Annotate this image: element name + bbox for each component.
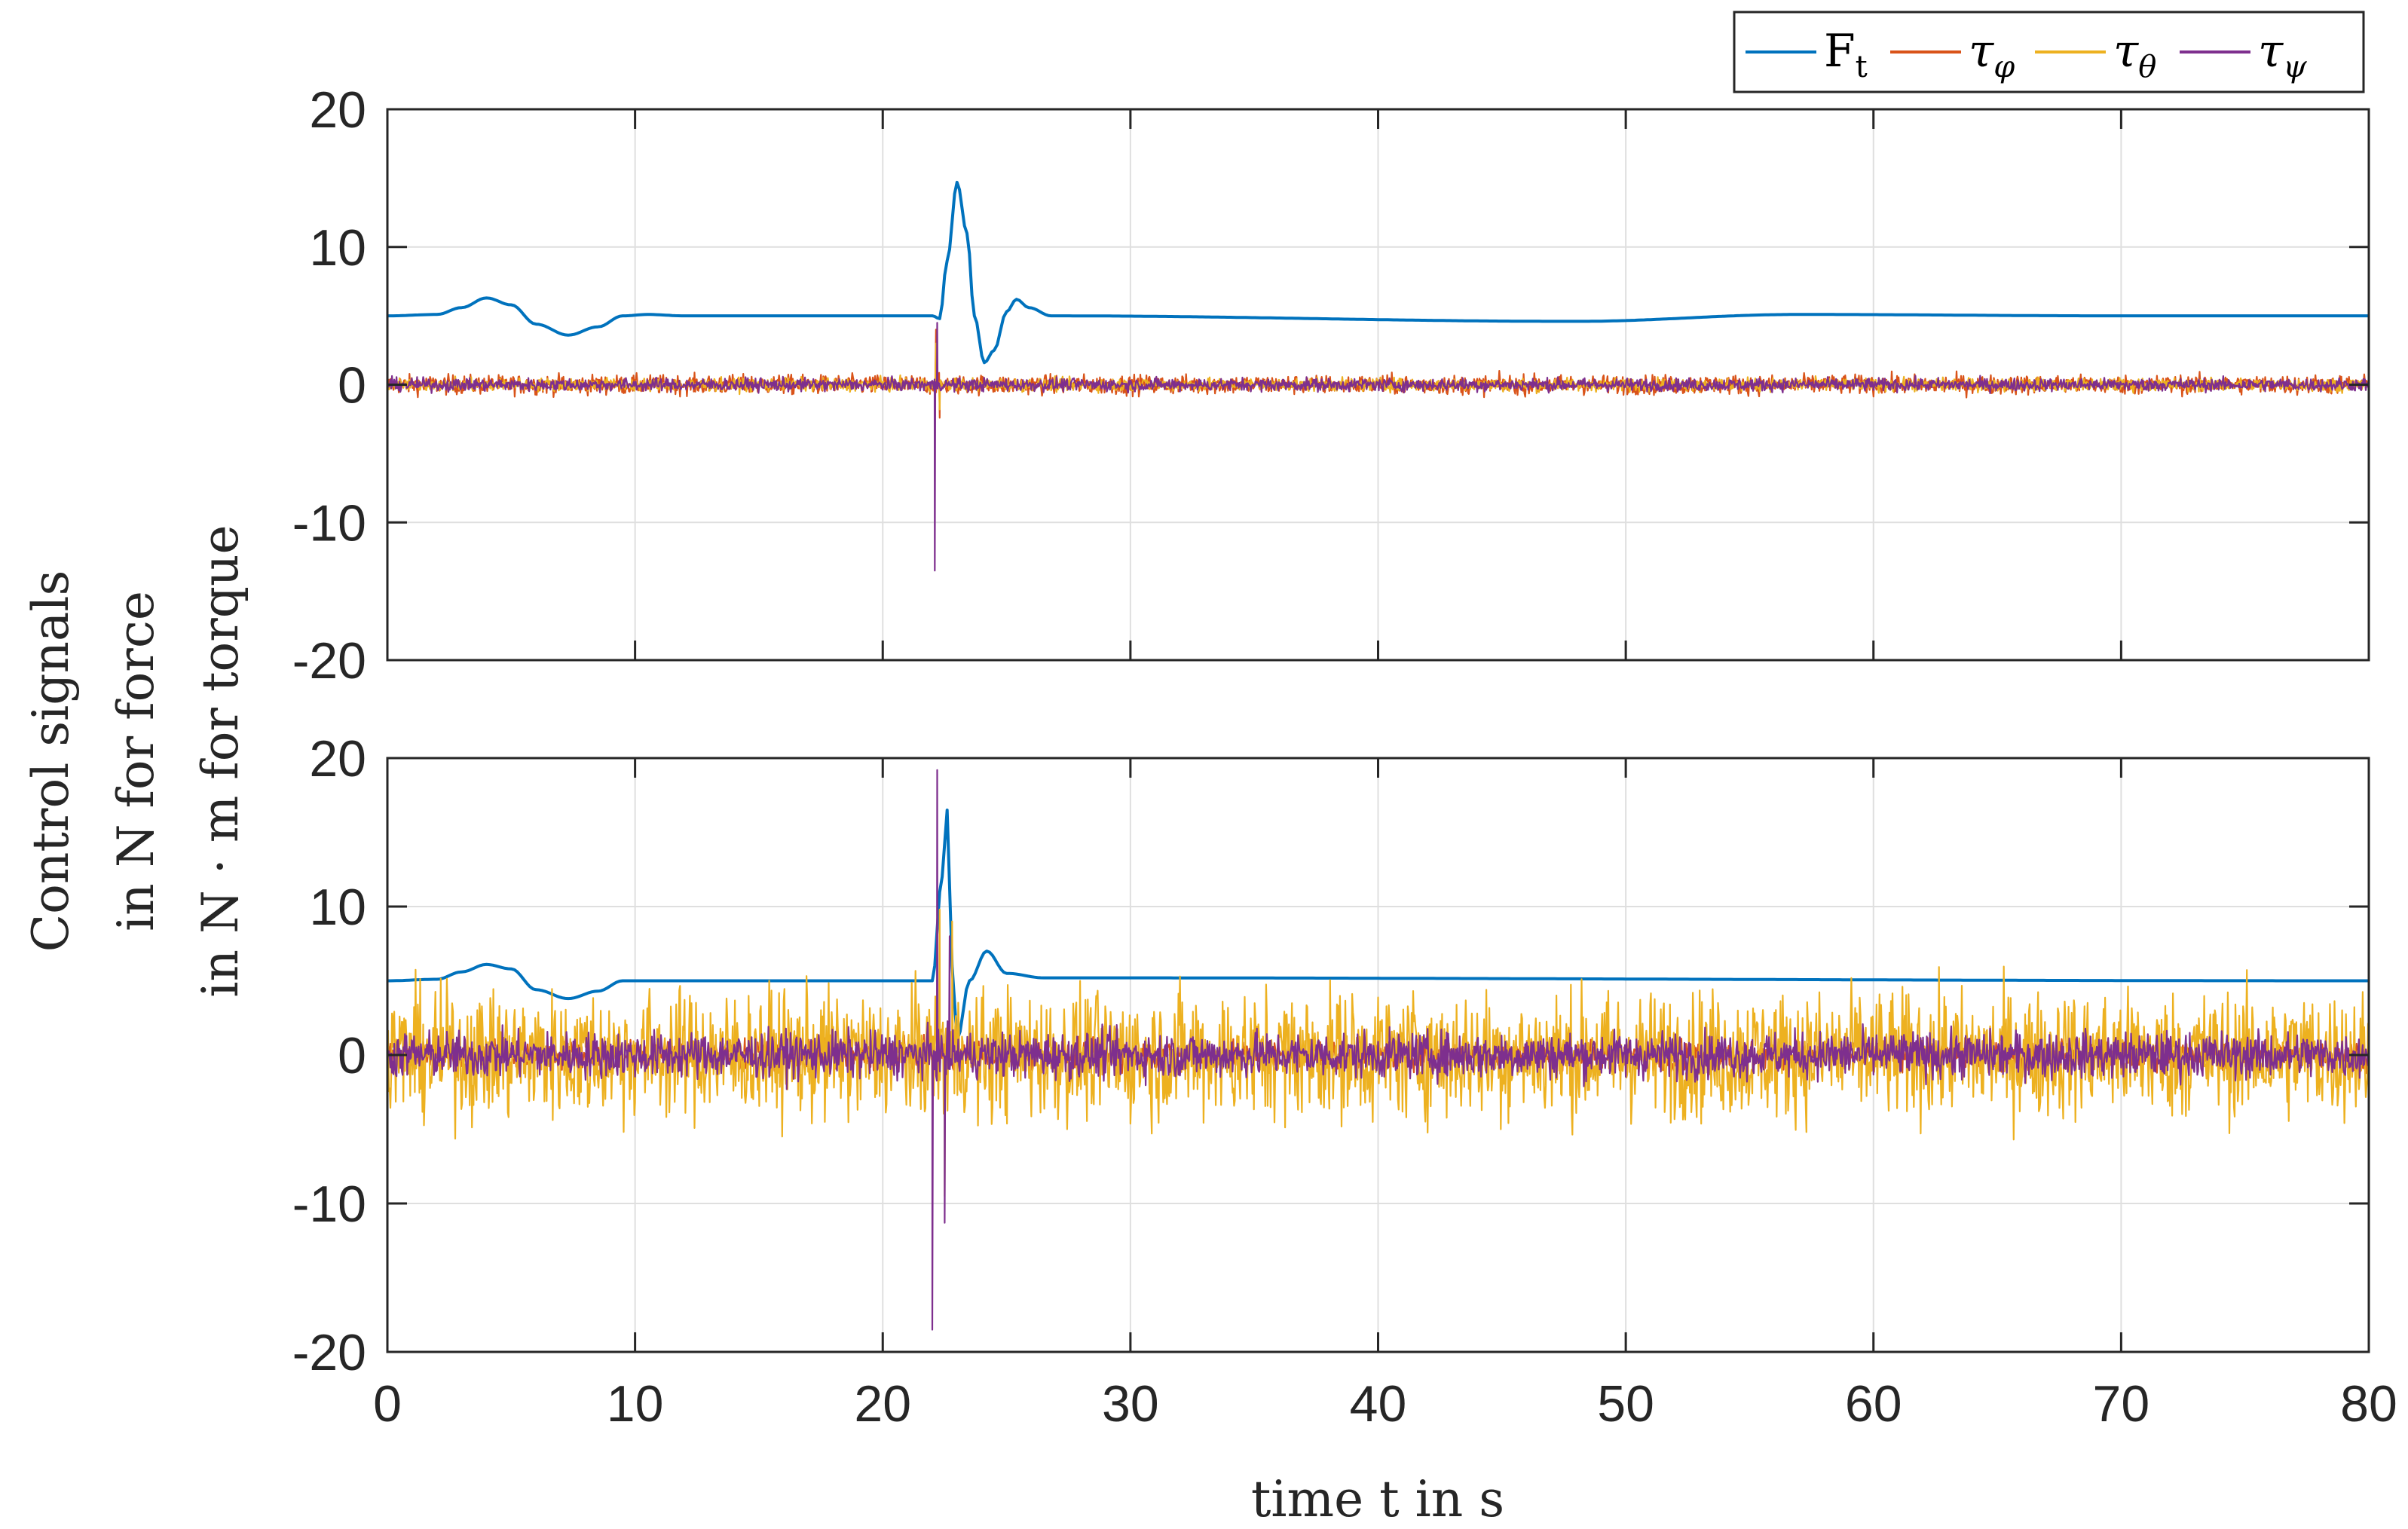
top-series: [386, 180, 2370, 572]
y-tick-label: 20: [309, 81, 366, 139]
legend-label-tau-psi: τψ: [2258, 25, 2307, 84]
y-tick-label: 10: [309, 879, 366, 936]
y-tick-label: -10: [292, 494, 366, 552]
y-tick-label: 0: [338, 357, 366, 414]
y-tick-label: 20: [309, 730, 366, 787]
x-tick-label: 20: [854, 1375, 911, 1433]
series-line-tau-psi: [386, 769, 2370, 1331]
x-tick-label: 0: [373, 1375, 402, 1433]
y-axis-label-line-3: in N · m for torque: [191, 524, 249, 997]
x-tick-label: 70: [2093, 1375, 2150, 1433]
legend-label-tau-theta: τθ: [2113, 25, 2156, 84]
x-tick-label: 50: [1597, 1375, 1654, 1433]
y-tick-label: 0: [338, 1027, 366, 1084]
y-axis-label: Control signals in N for force in N · m …: [22, 524, 249, 997]
x-tick-label: 40: [1350, 1375, 1407, 1433]
series-line-f-t: [387, 809, 2369, 1042]
series-line-tau-psi: [387, 322, 2370, 572]
y-tick-label: -20: [292, 632, 366, 690]
y-tick-label: -20: [292, 1324, 366, 1381]
y-tick-label: -10: [292, 1176, 366, 1233]
x-tick-label: 10: [607, 1375, 664, 1433]
y-axis-label-line-2: in N for force: [107, 591, 165, 931]
legend-label-ft: Ft: [1824, 25, 1868, 84]
legend-label-tau-phi: τφ: [1969, 25, 2015, 84]
bottom-series: [386, 769, 2370, 1331]
top-ticks: 20 10 0 -10 -20: [292, 81, 2370, 690]
y-axis-label-line-1: Control signals: [22, 570, 80, 953]
legend: Ft τφ τθ τψ: [1733, 11, 2365, 93]
top-panel: 20 10 0 -10 -20: [292, 81, 2370, 690]
series-line-f-t: [387, 180, 2369, 365]
x-tick-label: 60: [1845, 1375, 1902, 1433]
x-tick-label: 80: [2340, 1375, 2397, 1433]
y-tick-label: 10: [309, 219, 366, 277]
x-axis-label: time t in s: [1251, 1470, 1504, 1528]
x-tick-label: 30: [1102, 1375, 1159, 1433]
